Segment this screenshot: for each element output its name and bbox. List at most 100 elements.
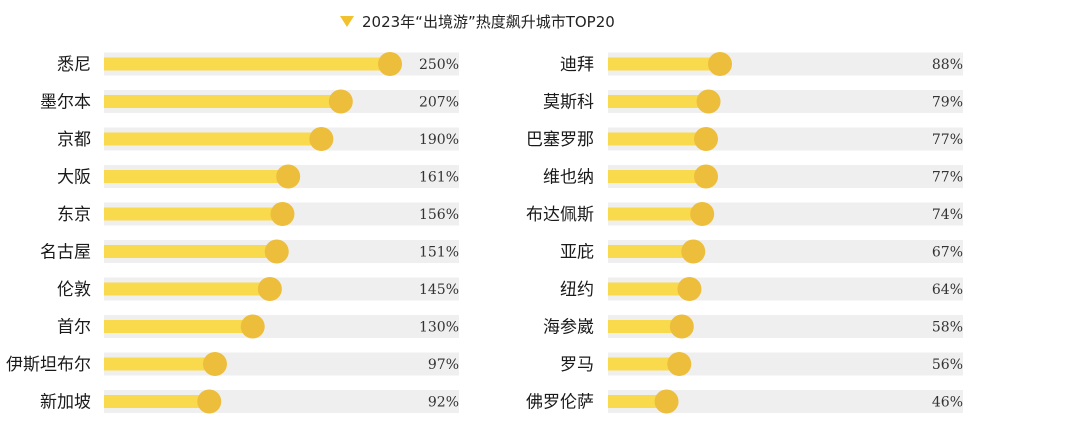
category-label: 悉尼 <box>57 55 91 75</box>
bar-end-dot <box>328 89 353 114</box>
category-label: 名古屋 <box>40 243 91 263</box>
category-label: 维也纳 <box>543 168 594 188</box>
category-label: 海参崴 <box>543 318 594 338</box>
bar-row: 亚庇 67% <box>560 239 963 264</box>
bar <box>608 170 706 183</box>
value-label: 145% <box>419 282 459 298</box>
value-label: 161% <box>419 170 459 186</box>
bar-row: 佛罗伦萨 46% <box>526 389 963 414</box>
bar <box>104 57 390 71</box>
bar-end-dot <box>696 89 721 114</box>
bar-row: 首尔 130% <box>57 314 459 339</box>
bar-row: 纽约 64% <box>560 277 963 301</box>
bar-end-dot <box>694 164 718 189</box>
chart-panel-2: 迪拜 88% 莫斯科 79% 巴塞罗那 77% 维也纳 77% 布达佩斯 74% 亚庇 67% 纽约 64… <box>526 52 963 414</box>
value-label: 207% <box>419 95 459 111</box>
bar-end-dot <box>708 52 732 76</box>
category-label: 伊斯坦布尔 <box>6 355 91 375</box>
category-label: 墨尔本 <box>40 93 91 113</box>
bar-end-dot <box>690 202 715 226</box>
value-label: 56% <box>932 357 963 373</box>
chart-panels: 悉尼 250% 墨尔本 207% 京都 190% 大阪 161% 东京 156% 名古屋 151% 伦敦… <box>6 52 963 414</box>
bar-end-dot <box>309 127 334 151</box>
bar <box>608 282 690 296</box>
category-label: 巴塞罗那 <box>526 130 594 150</box>
value-label: 156% <box>419 207 459 223</box>
bar-row: 布达佩斯 74% <box>526 202 963 226</box>
bar-row: 墨尔本 207% <box>40 89 459 114</box>
bar-row: 伦敦 145% <box>57 277 459 301</box>
chart-panel-1: 悉尼 250% 墨尔本 207% 京都 190% 大阪 161% 东京 156% 名古屋 151% 伦敦… <box>6 52 459 414</box>
bar-end-dot <box>669 314 694 339</box>
bar-track <box>608 315 963 338</box>
category-label: 亚庇 <box>560 243 594 263</box>
bar <box>104 320 253 333</box>
category-label: 新加坡 <box>40 393 91 413</box>
bar-row: 维也纳 77% <box>543 164 963 189</box>
bar-end-dot <box>681 239 706 264</box>
bar-row: 大阪 161% <box>57 164 459 189</box>
category-label: 布达佩斯 <box>526 205 594 225</box>
bar-end-dot <box>270 202 295 226</box>
category-label: 伦敦 <box>57 280 91 300</box>
bar <box>104 395 210 408</box>
bar-end-dot <box>667 352 692 376</box>
bar-row: 莫斯科 79% <box>543 89 963 114</box>
bar-end-dot <box>240 314 265 339</box>
bar-row: 伊斯坦布尔 97% <box>6 352 459 376</box>
bar-row: 东京 156% <box>57 202 459 226</box>
bar <box>608 132 706 146</box>
category-label: 罗马 <box>560 355 594 375</box>
bar <box>608 245 694 258</box>
bar-row: 京都 190% <box>57 127 459 151</box>
bar-end-dot <box>257 277 282 301</box>
bar-row: 巴塞罗那 77% <box>526 127 963 151</box>
bar-row: 新加坡 92% <box>40 389 459 414</box>
bar <box>608 57 720 71</box>
bar-end-dot <box>276 164 301 189</box>
value-label: 130% <box>419 320 459 336</box>
value-label: 88% <box>932 57 963 73</box>
bar-row: 悉尼 250% <box>57 52 459 76</box>
bar-end-dot <box>202 352 227 376</box>
value-label: 97% <box>428 357 459 373</box>
bar <box>608 95 709 108</box>
category-label: 纽约 <box>560 280 594 300</box>
value-label: 151% <box>419 245 459 261</box>
bar <box>608 207 703 221</box>
value-label: 74% <box>932 207 963 223</box>
bar-end-dot <box>197 389 222 414</box>
value-label: 77% <box>932 132 963 148</box>
value-label: 250% <box>419 57 459 73</box>
bar <box>104 245 277 258</box>
category-label: 大阪 <box>57 168 91 188</box>
bar <box>608 395 667 408</box>
value-label: 79% <box>932 95 963 111</box>
value-label: 64% <box>932 282 963 298</box>
value-label: 190% <box>419 132 459 148</box>
bar-end-dot <box>378 52 402 76</box>
bar <box>608 357 680 371</box>
bar-end-dot <box>677 277 702 301</box>
bar-end-dot <box>694 127 718 151</box>
category-label: 京都 <box>57 130 91 150</box>
value-label: 58% <box>932 320 963 336</box>
bar <box>608 320 682 333</box>
bar-end-dot <box>264 239 289 264</box>
bar-row: 海参崴 58% <box>543 314 963 339</box>
bar <box>104 170 289 183</box>
bar <box>104 132 322 146</box>
value-label: 46% <box>932 395 963 411</box>
category-label: 东京 <box>57 205 91 225</box>
value-label: 67% <box>932 245 963 261</box>
legend-triangle-icon <box>340 16 354 27</box>
value-label: 92% <box>428 395 459 411</box>
category-label: 首尔 <box>57 318 91 338</box>
bar <box>104 95 341 108</box>
chart-title: 2023年“出境游”热度飙升城市TOP20 <box>362 13 615 31</box>
bar-row: 名古屋 151% <box>40 239 459 264</box>
category-label: 莫斯科 <box>543 93 594 113</box>
category-label: 佛罗伦萨 <box>526 393 594 413</box>
bar-row: 罗马 56% <box>560 352 963 376</box>
